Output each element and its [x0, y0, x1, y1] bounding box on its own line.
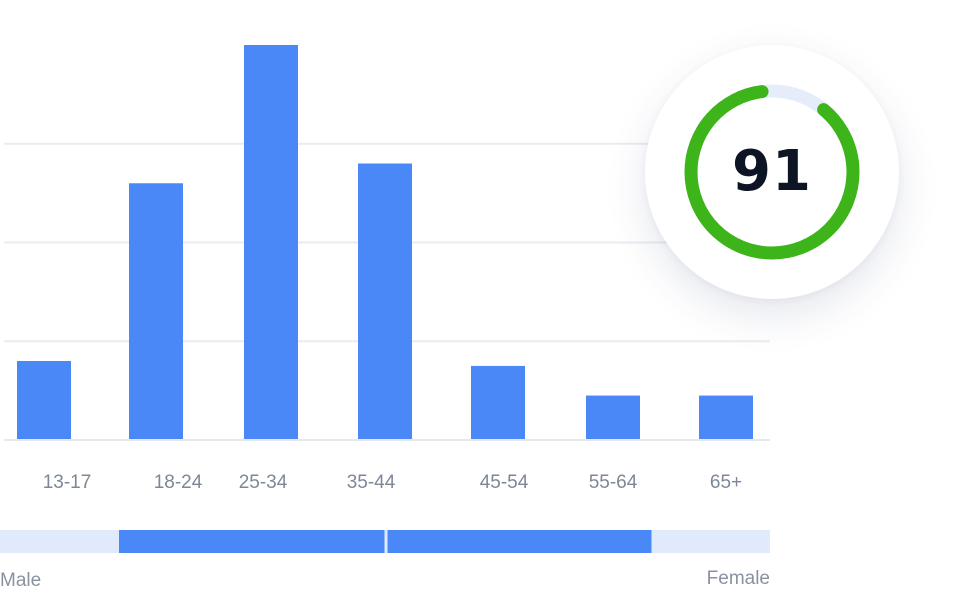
score-value: 91	[732, 139, 812, 204]
x-tick-label: 13-17	[43, 472, 92, 493]
gauge-progress-ring	[684, 84, 860, 260]
male-label: Male	[0, 570, 42, 591]
x-tick-label: 55-64	[589, 472, 638, 493]
bar-25-34	[244, 45, 298, 440]
male-share-fill	[119, 530, 385, 553]
bars	[17, 45, 753, 440]
tick-labels: 13-17 18-24 25-34 35-44 45-54 55-64 65+	[43, 472, 742, 493]
female-label: Female	[706, 568, 770, 589]
x-tick-label: 25-34	[239, 472, 288, 493]
bar-45-54	[471, 365, 525, 440]
bar-65+	[699, 395, 753, 440]
bar-55-64	[586, 395, 640, 440]
x-tick-label: 18-24	[154, 472, 203, 493]
x-tick-label: 35-44	[347, 472, 396, 493]
bar-35-44	[358, 163, 412, 440]
gender-split-bar	[0, 530, 770, 553]
x-tick-label: 65+	[710, 472, 742, 493]
score-gauge: 91	[645, 45, 899, 299]
bar-18-24	[129, 183, 183, 440]
x-tick-label: 45-54	[480, 472, 529, 493]
gender-track	[0, 530, 770, 553]
female-share-fill	[387, 530, 652, 553]
bar-13-17	[17, 361, 71, 440]
